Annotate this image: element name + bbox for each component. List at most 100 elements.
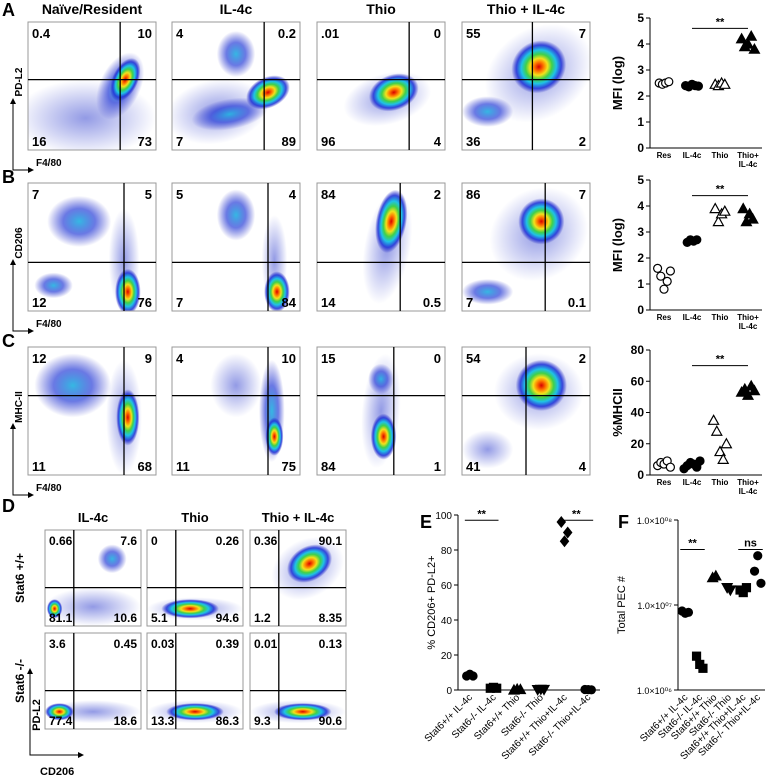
data-point <box>756 578 766 588</box>
x-axis-label: F4/80 <box>36 483 62 494</box>
plot-frame <box>249 529 347 627</box>
quadrant-value: 2 <box>434 187 441 202</box>
quadrant-value: 7 <box>466 295 473 310</box>
y-axis-label: % CD206+ PD-L2+ <box>426 555 438 649</box>
quadrant-value: 0.26 <box>216 534 240 548</box>
y-tick-label: 100 <box>435 511 452 522</box>
x-tick-label: Thio+ IL-4c <box>737 313 759 331</box>
quadrant-value: 41 <box>466 459 480 474</box>
quadrant-value: 0.01 <box>254 637 278 651</box>
flow-plot <box>27 346 157 476</box>
flow-plot <box>171 346 301 476</box>
x-tick-label: IL-4c <box>682 478 702 487</box>
x-axis-label: CD206 <box>40 766 74 778</box>
density <box>45 700 141 724</box>
quadrant-value: 2 <box>579 351 586 366</box>
y-tick-label: 0 <box>637 468 644 482</box>
data-point <box>707 414 720 425</box>
x-tick-label-box: IL-4c <box>683 151 702 160</box>
data-point <box>720 437 733 449</box>
density <box>250 700 346 724</box>
data-point <box>713 445 727 457</box>
significance-label: ** <box>477 508 486 520</box>
data-point <box>746 212 759 224</box>
density-blob <box>97 544 127 574</box>
row-label: Stat6 +/+ <box>13 553 27 603</box>
y-axis-label: %MHCII <box>610 388 625 436</box>
x-tick-label: Res <box>656 313 672 322</box>
quadrant-value: 4 <box>176 351 184 366</box>
flow-plot <box>27 182 157 312</box>
y-tick-label: 40 <box>441 616 453 627</box>
quadrant-value: 15 <box>321 351 335 366</box>
density-blob <box>116 389 140 446</box>
significance-label: ** <box>716 354 725 366</box>
quadrant-value: 7 <box>579 187 586 202</box>
quadrant-value: 7 <box>32 187 39 202</box>
quadrant-value: 0 <box>151 534 158 548</box>
x-tick-label-box: Thio <box>711 151 729 160</box>
column-title: Thio <box>366 1 396 17</box>
quadrant-value: 86.3 <box>216 714 240 728</box>
x-tick-label: Thio <box>711 313 729 322</box>
column-title: Naïve/Resident <box>42 1 143 17</box>
density-blob <box>46 599 63 619</box>
data-point <box>741 37 755 49</box>
quadrant-value: 68 <box>138 459 152 474</box>
y-tick-label: 0 <box>637 141 644 155</box>
quadrant-value: 0.13 <box>319 637 343 651</box>
quadrant-value: 3.6 <box>49 637 66 651</box>
data-point <box>718 204 731 216</box>
flow-plot <box>461 346 591 476</box>
quadrant-value: 90.6 <box>319 714 343 728</box>
density-blob <box>265 417 284 456</box>
density-blob <box>287 544 333 583</box>
panel-letter: A <box>2 0 15 20</box>
plot-frame <box>316 346 446 476</box>
data-point <box>735 32 748 44</box>
panel-letter: D <box>2 496 15 516</box>
quadrant-value: 55 <box>466 26 480 41</box>
density <box>271 536 344 600</box>
data-point <box>538 684 551 696</box>
data-point <box>586 685 596 695</box>
plot-frame <box>316 21 446 151</box>
data-point <box>562 526 573 539</box>
quadrant-value: 84 <box>321 187 336 202</box>
y-tick-label: 0 <box>446 686 452 697</box>
density-blob <box>216 189 256 241</box>
density <box>361 353 401 469</box>
x-tick-label: Thio <box>711 151 729 160</box>
x-tick-label: Thio+ IL-4c <box>737 151 759 169</box>
data-point <box>692 235 702 245</box>
quadrant-value: 73 <box>138 134 152 149</box>
x-tick-label-box: Res <box>656 151 672 160</box>
quadrant-value: 90.1 <box>319 534 343 548</box>
significance-label: ns <box>744 537 757 549</box>
quadrant-value: 12 <box>32 351 46 366</box>
y-tick-label: 4 <box>637 37 644 51</box>
quadrant-value: 7 <box>176 295 183 310</box>
quadrant-value: 5 <box>145 187 152 202</box>
density-blob <box>368 73 419 112</box>
y-tick-label: 4 <box>637 199 644 213</box>
x-tick-label-box: Thio+ IL-4c <box>737 478 759 496</box>
quadrant-value: 0.03 <box>151 637 175 651</box>
x-tick-label: Res <box>656 478 672 487</box>
y-tick-label: 5 <box>637 173 644 187</box>
x-tick-label: Res <box>656 151 672 160</box>
quadrant-value: 7.6 <box>120 534 137 548</box>
x-tick-label-box: IL-4c <box>683 313 702 322</box>
x-tick-label-box: Thio+ IL-4c <box>737 313 759 331</box>
quadrant-value: 7 <box>579 26 586 41</box>
plot-frame <box>316 182 446 312</box>
flow-plot <box>27 21 157 151</box>
column-title: Thio <box>181 510 208 525</box>
data-point <box>741 583 752 593</box>
y-tick-label: 80 <box>631 343 645 357</box>
dot-plot: 0 1 2 3 4 5 MFI (log) Res IL-4c Thio Thio+ IL-4c ** <box>610 11 762 169</box>
data-point <box>665 462 676 472</box>
quadrant-value: 10.6 <box>114 611 138 625</box>
plot-frame <box>44 632 142 730</box>
density-blob <box>115 268 141 311</box>
